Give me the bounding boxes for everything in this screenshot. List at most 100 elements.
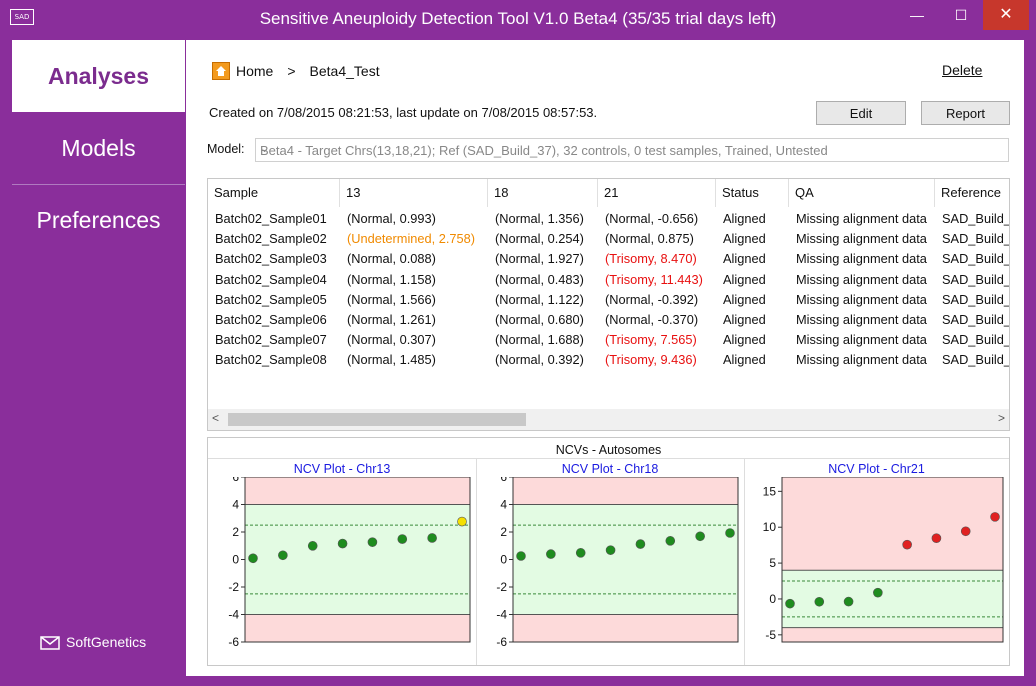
edit-button[interactable]: Edit	[816, 101, 906, 125]
y-tick-label: -4	[496, 608, 507, 622]
scroll-left-icon[interactable]: <	[212, 411, 220, 425]
data-point-normal[interactable]	[516, 551, 526, 561]
normal-band	[782, 570, 1003, 628]
breadcrumb-home[interactable]: Home	[236, 63, 274, 79]
table-row[interactable]: Batch02_Sample06 (Normal, 1.261) (Normal, …	[208, 310, 1009, 330]
data-point-normal[interactable]	[635, 539, 646, 549]
plot-border	[781, 477, 1004, 643]
cell-chr21: (Normal, -0.392)	[605, 291, 699, 307]
cell-status: Aligned	[723, 251, 766, 267]
column-header-chr13[interactable]: 13	[340, 179, 488, 207]
data-point-normal[interactable]	[725, 528, 735, 538]
cell-status: Aligned	[723, 312, 766, 327]
data-point-normal[interactable]	[278, 550, 288, 561]
cell-qa: Missing alignment data	[796, 211, 927, 226]
cell-chr13: (Normal, 1.261)	[347, 312, 436, 327]
column-header-status[interactable]: Status	[716, 179, 789, 207]
data-point-normal[interactable]	[785, 598, 795, 609]
cell-qa: Missing alignment data	[796, 291, 927, 307]
minimize-button[interactable]: —	[910, 7, 924, 23]
cell-sample: Batch02_Sample05	[215, 291, 327, 307]
results-table: < > Sample 13 18 21 Status QA Reference Batch02…	[207, 178, 1010, 431]
table-row[interactable]: Batch02_Sample04 (Normal, 1.158) (Normal, …	[208, 270, 1009, 290]
cell-chr13: (Normal, 1.158)	[347, 271, 436, 287]
y-tick-label: 6	[500, 477, 507, 484]
model-label: Model:	[207, 142, 245, 156]
table-row[interactable]: Batch02_Sample02 (Undetermined, 2.758) (No…	[208, 229, 1009, 249]
y-tick-label: 6	[232, 477, 239, 484]
column-header-chr21[interactable]: 21	[598, 179, 716, 207]
data-point-undetermined[interactable]	[457, 516, 467, 527]
model-select-value: Beta4 - Target Chrs(13,18,21); Ref (SAD_…	[260, 143, 828, 158]
column-header-qa[interactable]: QA	[789, 179, 935, 207]
cell-chr18: (Normal, 1.688)	[495, 332, 584, 348]
scrollbar-thumb[interactable]	[228, 413, 526, 426]
delete-link[interactable]: Delete	[942, 62, 983, 78]
home-icon[interactable]	[212, 62, 230, 80]
sidebar-item-analyses[interactable]: Analyses	[12, 40, 185, 112]
table-row[interactable]: Batch02_Sample08 (Normal, 1.485) (Normal, …	[208, 350, 1009, 370]
ncv-plot-chr21: NCV Plot - Chr21 15 10 5 0 -5	[744, 458, 1009, 665]
chevron-down-icon[interactable]: ⌄	[260, 143, 270, 155]
model-select[interactable]: Beta4 - Target Chrs(13,18,21); Ref (SAD_…	[255, 138, 1009, 162]
data-point-trisomy[interactable]	[960, 526, 971, 537]
data-point-normal[interactable]	[337, 538, 348, 549]
data-point-normal[interactable]	[397, 534, 408, 544]
cell-chr21: (Trisomy, 11.443)	[605, 271, 703, 287]
table-row[interactable]: Batch02_Sample03 (Normal, 0.088) (Normal, …	[208, 249, 1009, 269]
data-point-normal[interactable]	[873, 587, 883, 598]
data-point-trisomy[interactable]	[931, 533, 942, 543]
sidebar-item-preferences[interactable]: Preferences	[36, 207, 161, 233]
data-point-normal[interactable]	[307, 541, 318, 551]
y-tick-label: 15	[763, 484, 777, 498]
y-tick-label: 2	[232, 525, 239, 539]
table-row[interactable]: Batch02_Sample07 (Normal, 0.307) (Normal, …	[208, 330, 1009, 350]
cell-chr21: (Trisomy, 8.470)	[605, 251, 697, 267]
cell-chr18: (Normal, 0.392)	[495, 352, 584, 368]
brand-name: SoftGenetics	[66, 634, 147, 650]
report-button[interactable]: Report	[921, 101, 1010, 125]
cell-chr13: (Normal, 1.566)	[347, 291, 436, 307]
data-point-normal[interactable]	[665, 536, 676, 546]
cell-sample: Batch02_Sample04	[215, 271, 327, 287]
y-tick-label: 10	[763, 520, 777, 534]
cell-status: Aligned	[723, 332, 766, 348]
plot-title: NCV Plot - Chr18	[561, 462, 659, 476]
data-point-normal[interactable]	[695, 531, 705, 542]
data-point-normal[interactable]	[575, 548, 586, 558]
cell-qa: Missing alignment data	[796, 312, 927, 327]
data-point-normal[interactable]	[843, 596, 854, 607]
sidebar-item-models[interactable]: Models	[61, 135, 136, 161]
data-point-normal[interactable]	[605, 545, 616, 555]
cell-chr18: (Normal, 1.927)	[495, 251, 584, 267]
y-tick-label: -6	[228, 635, 239, 649]
breadcrumb-separator: >	[287, 63, 296, 79]
maximize-button[interactable]: ☐	[954, 7, 968, 23]
plot-canvas: 15 10 5 0 -5	[763, 477, 1004, 643]
scroll-right-icon[interactable]: >	[997, 411, 1005, 425]
column-header-chr18[interactable]: 18	[488, 179, 598, 207]
column-header-reference[interactable]: Reference	[935, 179, 1009, 207]
cell-chr18: (Normal, 0.483)	[495, 271, 584, 287]
cell-qa: Missing alignment data	[796, 332, 927, 348]
data-point-normal[interactable]	[248, 553, 258, 564]
table-row[interactable]: Batch02_Sample05 (Normal, 1.566) (Normal, …	[208, 290, 1009, 310]
cell-chr18: (Normal, 1.122)	[495, 291, 584, 307]
data-point-trisomy[interactable]	[902, 539, 912, 550]
cell-chr21: (Trisomy, 9.436)	[605, 352, 697, 368]
data-point-normal[interactable]	[427, 533, 437, 543]
cell-sample: Batch02_Sample08	[215, 352, 327, 368]
horizontal-scrollbar[interactable]: < >	[208, 409, 1009, 430]
column-header-sample[interactable]: Sample	[208, 179, 340, 207]
data-point-normal[interactable]	[367, 537, 378, 547]
cell-chr18: (Normal, 0.254)	[495, 231, 584, 247]
data-point-normal[interactable]	[814, 596, 825, 607]
plot-title: NCV Plot - Chr21	[828, 462, 925, 476]
close-button[interactable]: ✕	[983, 0, 1029, 30]
cell-sample: Batch02_Sample07	[215, 332, 327, 348]
y-tick-label: 4	[500, 498, 507, 512]
cell-reference: SAD_Build_37	[942, 291, 1009, 307]
data-point-normal[interactable]	[546, 549, 556, 559]
data-point-trisomy[interactable]	[990, 512, 1000, 522]
table-row[interactable]: Batch02_Sample01 (Normal, 0.993) (Normal, …	[208, 209, 1009, 229]
